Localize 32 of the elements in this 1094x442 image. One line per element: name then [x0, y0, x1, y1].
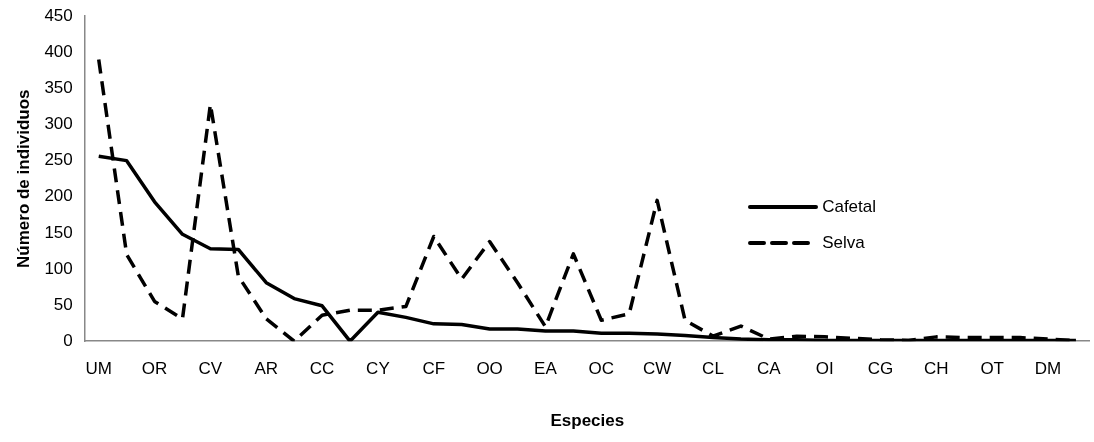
- x-tick-label: CH: [924, 359, 949, 379]
- y-tick-label: 450: [44, 5, 73, 25]
- x-tick-label: CY: [366, 359, 390, 379]
- x-tick-label: OC: [588, 359, 615, 379]
- x-tick-label: EA: [534, 359, 558, 379]
- x-tick-label: CG: [867, 359, 894, 379]
- legend-label: Cafetal: [822, 196, 877, 217]
- y-tick-label: 100: [44, 258, 73, 278]
- x-tick-label: OT: [980, 359, 1004, 379]
- x-axis-title: Especies: [550, 411, 625, 431]
- y-tick-label: 0: [63, 330, 73, 350]
- x-tick-label: AR: [254, 359, 279, 379]
- y-tick-label: 400: [44, 42, 73, 61]
- y-tick-label: 50: [53, 294, 73, 314]
- x-tick-label: CA: [757, 359, 782, 379]
- x-tick-label: CL: [702, 359, 724, 379]
- x-tick-label: CF: [422, 359, 446, 379]
- y-tick-label: 150: [44, 222, 73, 242]
- y-axis-title: Número de individuos: [13, 89, 33, 268]
- x-tick-label: CC: [309, 359, 335, 379]
- y-tick-label: 200: [44, 186, 73, 206]
- y-tick-label: 250: [44, 150, 73, 170]
- x-tick-label: OR: [141, 359, 168, 379]
- y-tick-label: 350: [44, 78, 73, 98]
- x-tick-label: CW: [642, 359, 672, 379]
- x-tick-label: OI: [815, 359, 834, 379]
- y-tick-label: 300: [44, 114, 73, 134]
- x-tick-label: OO: [476, 359, 503, 379]
- x-tick-label: UM: [85, 359, 112, 379]
- x-tick-label: CV: [198, 359, 223, 379]
- legend-label: Selva: [822, 232, 865, 253]
- x-tick-label: DM: [1034, 359, 1062, 379]
